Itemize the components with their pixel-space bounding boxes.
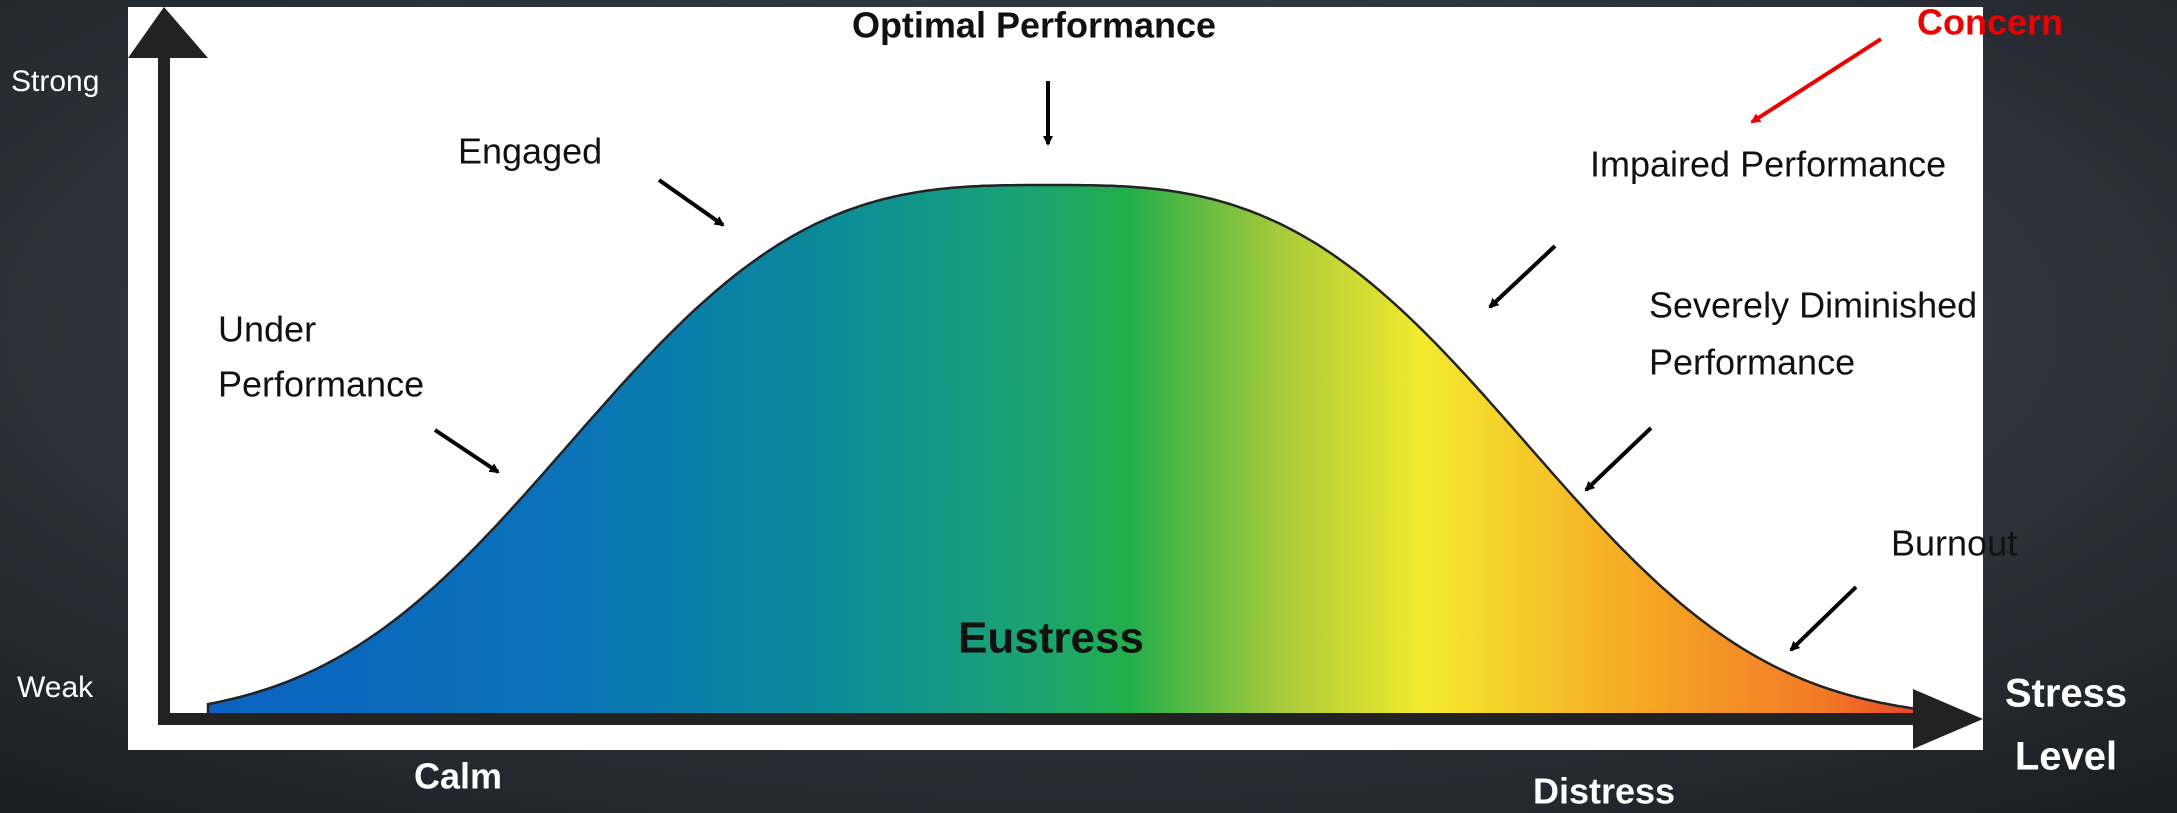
calm-label: Calm <box>414 756 502 797</box>
optimal-label: Optimal Performance <box>852 5 1216 46</box>
diagram: Strong Weak Stress Level Calm Distress O… <box>0 0 2177 813</box>
eustress-label: Eustress <box>958 614 1144 663</box>
x-axis-label: Stress <box>2005 672 2127 716</box>
impaired-label: Impaired Performance <box>1590 144 1946 185</box>
distress-label: Distress <box>1533 771 1675 812</box>
page: {"axis": {"y_top": "Strong", "y_bottom":… <box>0 0 2177 813</box>
severe-label: Severely Diminished <box>1649 285 1977 326</box>
y-top-label: Strong <box>11 65 99 98</box>
under-label: Performance <box>218 364 424 405</box>
engaged-label: Engaged <box>458 131 602 172</box>
x-axis-label: Level <box>2015 735 2117 779</box>
severe-label: Performance <box>1649 342 1855 383</box>
y-bottom-label: Weak <box>17 671 94 704</box>
burnout-label: Burnout <box>1891 523 2017 564</box>
under-label: Under <box>218 309 316 350</box>
concern-label: Concern <box>1917 2 2063 43</box>
